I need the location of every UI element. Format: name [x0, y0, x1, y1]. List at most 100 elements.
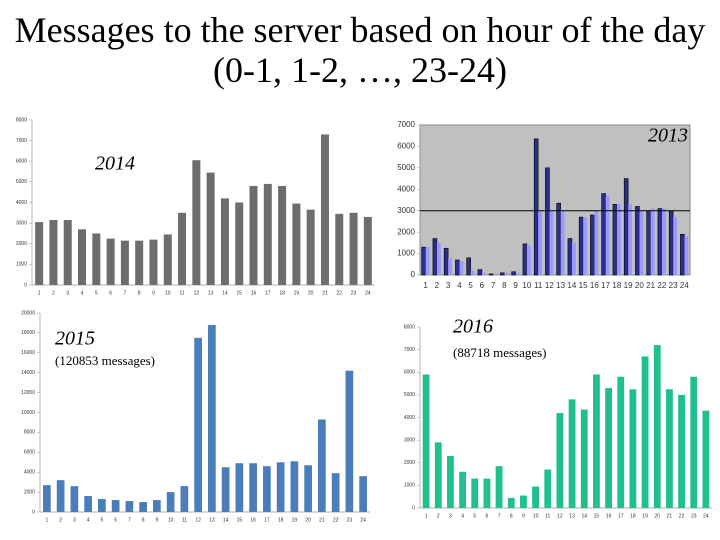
x-tick-label: 10	[522, 281, 531, 290]
x-tick-label: 10	[165, 290, 171, 296]
bar	[139, 502, 147, 512]
x-tick-label: 8	[142, 517, 145, 523]
x-tick-label: 10	[168, 517, 174, 523]
bar	[470, 270, 475, 275]
x-tick-label: 24	[360, 517, 366, 523]
x-tick-label: 15	[594, 513, 600, 519]
bar	[493, 273, 498, 275]
x-tick-label: 22	[679, 513, 685, 519]
x-tick-label: 12	[194, 290, 200, 296]
x-tick-label: 23	[347, 517, 353, 523]
x-tick-label: 7	[128, 517, 131, 523]
bar	[629, 389, 637, 508]
y-tick-label: 0	[411, 270, 416, 279]
bar	[593, 374, 600, 508]
x-tick-label: 5	[100, 517, 103, 523]
bar	[448, 257, 453, 275]
x-tick-label: 14	[222, 290, 228, 296]
bar	[623, 178, 629, 276]
bar	[500, 272, 505, 276]
x-tick-label: 3	[449, 513, 452, 519]
x-tick-label: 20	[635, 281, 644, 290]
x-tick-label: 11	[179, 290, 184, 296]
x-tick-label: 22	[336, 290, 342, 296]
bar	[459, 261, 464, 275]
bar	[320, 134, 329, 285]
y-tick-label: 1000	[404, 483, 415, 489]
x-tick-label: 8	[138, 290, 141, 296]
x-tick-label: 1	[38, 290, 41, 296]
y-tick-label: 4000	[24, 470, 35, 476]
x-tick-label: 22	[333, 517, 339, 523]
bar	[495, 466, 503, 508]
x-tick-label: 13	[569, 513, 575, 519]
bar	[560, 210, 565, 275]
x-tick-label: 2	[59, 517, 62, 523]
x-tick-label: 24	[365, 290, 371, 296]
x-tick-label: 10	[533, 513, 539, 519]
bar	[359, 476, 367, 512]
x-tick-label: 1	[423, 281, 428, 290]
bar	[583, 217, 588, 275]
bar	[78, 229, 87, 285]
bar	[617, 376, 625, 508]
bar	[331, 473, 340, 512]
y-tick-label: 4000	[404, 415, 415, 421]
x-tick-label: 6	[114, 517, 117, 523]
bar	[249, 186, 258, 285]
x-tick-label: 19	[292, 517, 298, 523]
y-tick-label: 7000	[397, 120, 415, 129]
bar	[533, 138, 539, 276]
x-tick-label: 3	[446, 281, 451, 290]
x-tick-label: 1	[45, 517, 48, 523]
bar	[571, 242, 576, 275]
bar	[206, 172, 215, 285]
bar	[661, 208, 666, 275]
y-tick-label: 0	[24, 282, 27, 288]
x-tick-label: 16	[251, 290, 257, 296]
x-tick-label: 14	[567, 281, 576, 290]
bar	[605, 195, 610, 275]
bar	[466, 257, 471, 276]
bar	[522, 243, 528, 276]
x-tick-label: 13	[556, 281, 565, 290]
x-tick-label: 23	[669, 281, 678, 290]
y-tick-label: 3000	[16, 220, 27, 226]
x-tick-label: 14	[223, 517, 229, 523]
y-tick-label: 8000	[16, 117, 27, 123]
bar	[194, 337, 202, 512]
bar	[515, 272, 520, 275]
bar	[235, 463, 244, 512]
bar	[180, 486, 189, 512]
x-tick-label: 6	[109, 290, 112, 296]
bar	[220, 198, 229, 285]
bar	[363, 216, 372, 285]
x-tick-label: 21	[322, 290, 328, 296]
x-tick-label: 18	[630, 513, 636, 519]
bar	[43, 485, 51, 512]
bar	[646, 210, 651, 276]
bar	[605, 388, 612, 508]
y-tick-label: 6000	[404, 370, 415, 376]
x-tick-label: 9	[522, 513, 525, 519]
y-tick-label: 8000	[404, 324, 415, 330]
bar	[443, 247, 449, 276]
x-tick-label: 7	[491, 281, 496, 290]
bar	[556, 202, 561, 276]
bar	[520, 495, 527, 508]
x-tick-label: 15	[579, 281, 588, 290]
bar	[221, 467, 230, 512]
x-tick-label: 2	[435, 281, 440, 290]
bar	[601, 193, 606, 276]
y-tick-label: 2000	[397, 227, 415, 236]
x-tick-label: 6	[480, 281, 485, 290]
bar	[106, 238, 115, 285]
bar	[580, 409, 588, 508]
x-tick-label: 16	[250, 517, 256, 523]
bar	[349, 212, 358, 285]
bar	[436, 242, 441, 275]
bar	[335, 213, 344, 285]
bar	[178, 212, 187, 285]
bar	[447, 455, 454, 508]
bar	[635, 206, 640, 276]
